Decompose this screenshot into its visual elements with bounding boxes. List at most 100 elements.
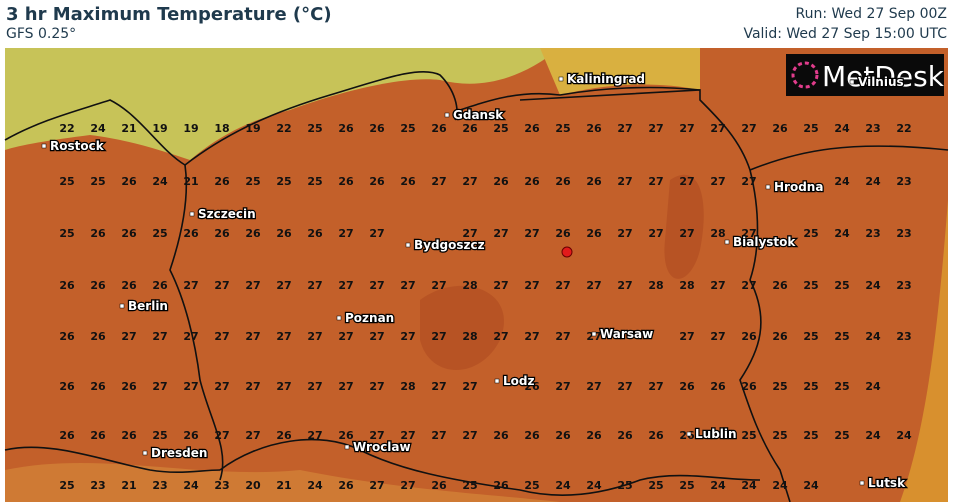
temperature-value: 25 <box>59 175 74 188</box>
temperature-value: 27 <box>369 380 384 393</box>
temperature-value: 27 <box>307 380 322 393</box>
marker <box>561 246 573 258</box>
temperature-value: 27 <box>276 279 291 292</box>
temperature-value: 26 <box>524 380 540 393</box>
temperature-value: 25 <box>400 122 415 135</box>
temperature-value: 24 <box>741 479 757 492</box>
temperature-value: 25 <box>152 429 167 442</box>
temperature-value: 27 <box>214 330 229 343</box>
temperature-value: 27 <box>338 227 353 240</box>
temperature-value: 24 <box>865 175 881 188</box>
temperature-value: 27 <box>276 330 291 343</box>
city-dot <box>686 431 692 437</box>
border-east <box>519 89 791 502</box>
temperature-value: 27 <box>369 227 384 240</box>
city-label: Vilnius <box>858 75 904 89</box>
temperature-value: 20 <box>245 479 261 492</box>
temperature-value: 26 <box>493 175 509 188</box>
temperature-value: 27 <box>214 429 229 442</box>
city-dot <box>591 331 597 337</box>
temperature-value: 27 <box>431 380 446 393</box>
border-de-pl <box>169 164 224 481</box>
temperature-value: 23 <box>865 227 880 240</box>
temperature-value: 27 <box>214 380 229 393</box>
temperature-value: 24 <box>803 479 819 492</box>
temperature-value: 27 <box>617 380 632 393</box>
temperature-value: 27 <box>338 380 353 393</box>
temperature-value: 26 <box>524 175 540 188</box>
baltic-sea <box>5 48 560 160</box>
temperature-value: 26 <box>121 380 137 393</box>
temperature-value: 23 <box>896 330 911 343</box>
temperature-value: 23 <box>896 175 911 188</box>
temperature-value: 25 <box>617 479 632 492</box>
temperature-value: 27 <box>710 330 725 343</box>
temperature-value: 27 <box>648 227 663 240</box>
temperature-value: 27 <box>183 380 198 393</box>
temperature-value: 25 <box>90 175 105 188</box>
temperature-value: 26 <box>214 175 230 188</box>
valid-time: Valid: Wed 27 Sep 15:00 UTC <box>743 26 947 42</box>
temperature-value: 24 <box>834 175 850 188</box>
temperature-value: 25 <box>803 227 818 240</box>
temperature-value: 22 <box>59 122 74 135</box>
temperature-value: 22 <box>896 122 911 135</box>
temperature-value: 21 <box>121 479 136 492</box>
temperature-value: 26 <box>307 227 323 240</box>
temperature-value: 27 <box>369 429 384 442</box>
temperature-value: 25 <box>59 479 74 492</box>
temperature-value: 27 <box>679 122 694 135</box>
city-label: Kaliningrad <box>567 72 645 86</box>
temperature-value: 27 <box>431 279 446 292</box>
temperature-value: 25 <box>803 122 818 135</box>
temperature-value: 26 <box>617 429 633 442</box>
temperature-value: 27 <box>648 380 663 393</box>
temperature-value: 27 <box>307 330 322 343</box>
temperature-value: 27 <box>741 279 756 292</box>
city-dot <box>494 378 500 384</box>
sea-east <box>540 48 700 95</box>
temperature-value: 24 <box>834 122 850 135</box>
logo-text: MetDesk <box>822 60 945 93</box>
temperature-value: 27 <box>741 227 756 240</box>
temperature-value: 27 <box>307 279 322 292</box>
temperature-value: 27 <box>586 380 601 393</box>
city-dot <box>765 184 771 190</box>
coastline <box>4 71 458 166</box>
temperature-value: 25 <box>555 122 570 135</box>
temperature-value: 27 <box>152 380 167 393</box>
temperature-value: 27 <box>338 330 353 343</box>
logo-box <box>786 54 944 96</box>
temperature-value: 26 <box>90 429 106 442</box>
temperature-value: 26 <box>493 479 509 492</box>
temperature-value: 27 <box>214 279 229 292</box>
temperature-value: 26 <box>586 227 602 240</box>
run-time: Run: Wed 27 Sep 00Z <box>795 6 948 22</box>
temperature-value: 24 <box>152 175 168 188</box>
temperature-value: 27 <box>245 330 260 343</box>
temperature-value: 26 <box>555 227 571 240</box>
temperature-value: 28 <box>462 279 477 292</box>
temperature-value: 27 <box>493 330 508 343</box>
temperature-value: 28 <box>648 279 663 292</box>
temperature-value: 18 <box>214 122 229 135</box>
temperature-value: 24 <box>307 479 323 492</box>
temperature-value: 26 <box>245 227 261 240</box>
temperature-value: 26 <box>59 380 75 393</box>
city-dot <box>119 303 125 309</box>
temperature-value: 27 <box>493 227 508 240</box>
temperature-value: 26 <box>338 122 354 135</box>
temperature-value: 27 <box>617 122 632 135</box>
city-dot <box>558 76 564 82</box>
city-dot <box>142 450 148 456</box>
city-dot <box>41 143 47 149</box>
temperature-value: 26 <box>462 122 478 135</box>
temperature-value: 25 <box>803 279 818 292</box>
temperature-value: 27 <box>524 330 539 343</box>
temperature-value: 24 <box>865 330 881 343</box>
city-dot <box>444 112 450 118</box>
coastline <box>459 86 701 111</box>
temperature-value: 25 <box>772 429 787 442</box>
hot-patch <box>664 174 704 279</box>
